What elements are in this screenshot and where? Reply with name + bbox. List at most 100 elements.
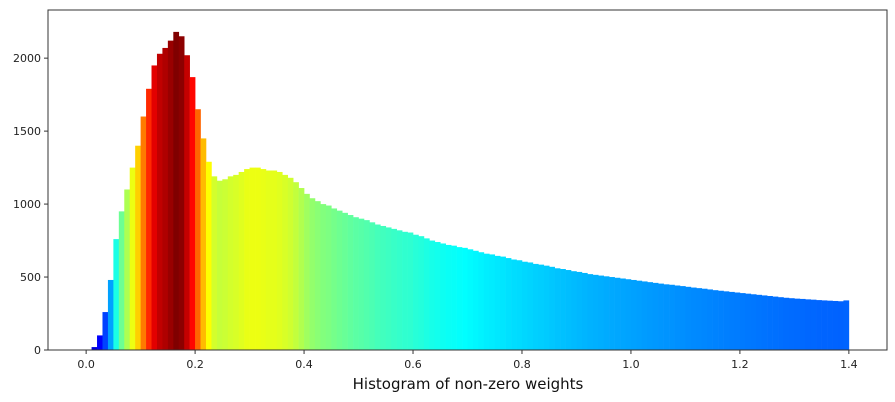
histogram-bar [783, 297, 790, 350]
histogram-bar [690, 287, 697, 350]
histogram-bar [696, 288, 703, 350]
y-tick-label: 1500 [13, 125, 41, 138]
histogram-bar [320, 204, 327, 350]
histogram-bar [636, 280, 643, 350]
histogram-bar [843, 300, 850, 350]
histogram-bar [500, 256, 506, 350]
histogram-bar [124, 189, 131, 350]
histogram-bar [778, 297, 784, 350]
x-axis-ticks: 0.0 0.2 0.4 0.6 0.8 1.0 1.2 1.4 [77, 350, 858, 371]
histogram-bar [407, 232, 414, 350]
histogram-bar [647, 282, 654, 350]
histogram-bar [467, 249, 474, 350]
histogram-bar [293, 182, 299, 350]
histogram-bar [816, 300, 822, 350]
histogram-bar [505, 258, 512, 350]
histogram-bar [434, 242, 441, 350]
histogram-bar [516, 260, 523, 350]
histogram-bar [402, 231, 408, 350]
x-tick-label: 0.6 [404, 358, 422, 371]
histogram-bar [418, 236, 425, 350]
histogram-bar [483, 253, 490, 350]
histogram-bar [832, 300, 839, 350]
y-tick-label: 1000 [13, 198, 41, 211]
histogram-bar [532, 263, 539, 350]
histogram-bar [287, 177, 294, 350]
histogram-bar [216, 180, 223, 350]
histogram-bar [260, 169, 267, 350]
histogram-bar [363, 220, 370, 350]
histogram-bar [195, 109, 201, 350]
histogram-bar [472, 250, 479, 350]
histogram-bar [581, 272, 588, 350]
histogram-bar [309, 198, 316, 350]
histogram-bar [146, 88, 152, 351]
histogram-bar [750, 294, 757, 350]
histogram-bar [549, 266, 555, 350]
histogram-bar [625, 279, 632, 350]
histogram-bar [173, 31, 180, 350]
histogram-bar [156, 53, 163, 350]
histogram-bar [565, 270, 572, 350]
histogram-bar [336, 210, 343, 350]
histogram-bar [669, 284, 675, 350]
histogram-bar [107, 279, 114, 350]
histogram-bar [244, 169, 250, 350]
histogram-bar [167, 40, 174, 350]
histogram-bar [413, 234, 419, 350]
histogram-bar [162, 47, 169, 350]
histogram-bar [799, 298, 806, 350]
histogram-bar [227, 176, 234, 350]
histogram-bar [178, 36, 185, 351]
histogram-bar [641, 281, 648, 350]
histogram-bar [249, 167, 256, 350]
histogram-bar [222, 179, 229, 350]
histogram-bar [620, 278, 626, 350]
histogram-bar [353, 217, 359, 350]
histogram-bar [423, 238, 430, 350]
x-tick-label: 1.4 [840, 358, 858, 371]
histogram-bar [440, 243, 447, 350]
x-axis-label: Histogram of non-zero weights [353, 375, 584, 393]
histogram-bar [685, 286, 692, 350]
histogram-bar [271, 170, 278, 350]
histogram-bar [347, 215, 354, 350]
histogram-bar [489, 254, 496, 350]
histogram-bar [184, 55, 190, 351]
histogram-bar [325, 205, 332, 350]
histogram-bar [663, 284, 670, 350]
histogram-bar [554, 268, 561, 350]
histogram-bar [314, 201, 321, 350]
histogram-bar [674, 285, 681, 350]
histogram-bars [91, 31, 850, 351]
histogram-bar [494, 255, 501, 350]
histogram-bar [761, 295, 768, 350]
histogram-bar [282, 174, 289, 350]
histogram-bar [118, 211, 125, 350]
histogram-bar [380, 225, 387, 350]
y-tick-label: 0 [34, 344, 41, 357]
x-tick-label: 0.0 [77, 358, 95, 371]
histogram-bar [304, 193, 310, 350]
histogram-bar [189, 77, 196, 351]
histogram-bar [652, 282, 659, 350]
histogram-bar [511, 259, 517, 350]
histogram-bar [739, 293, 746, 350]
x-tick-label: 1.2 [731, 358, 749, 371]
histogram-bar [587, 274, 594, 350]
histogram-bar [211, 176, 218, 350]
histogram-bar [734, 292, 741, 350]
histogram-bar [827, 300, 833, 350]
x-tick-label: 1.0 [622, 358, 640, 371]
histogram-bar [767, 296, 773, 350]
histogram-bar [788, 298, 795, 350]
histogram-bar [255, 167, 261, 350]
histogram-bar [97, 335, 103, 350]
histogram-bar [385, 227, 392, 350]
histogram-bar [712, 290, 719, 350]
histogram-bar [276, 171, 283, 350]
histogram-bar [265, 170, 272, 350]
histogram-bar [821, 300, 828, 350]
histogram-bar [805, 299, 812, 350]
histogram-bar [603, 276, 610, 350]
